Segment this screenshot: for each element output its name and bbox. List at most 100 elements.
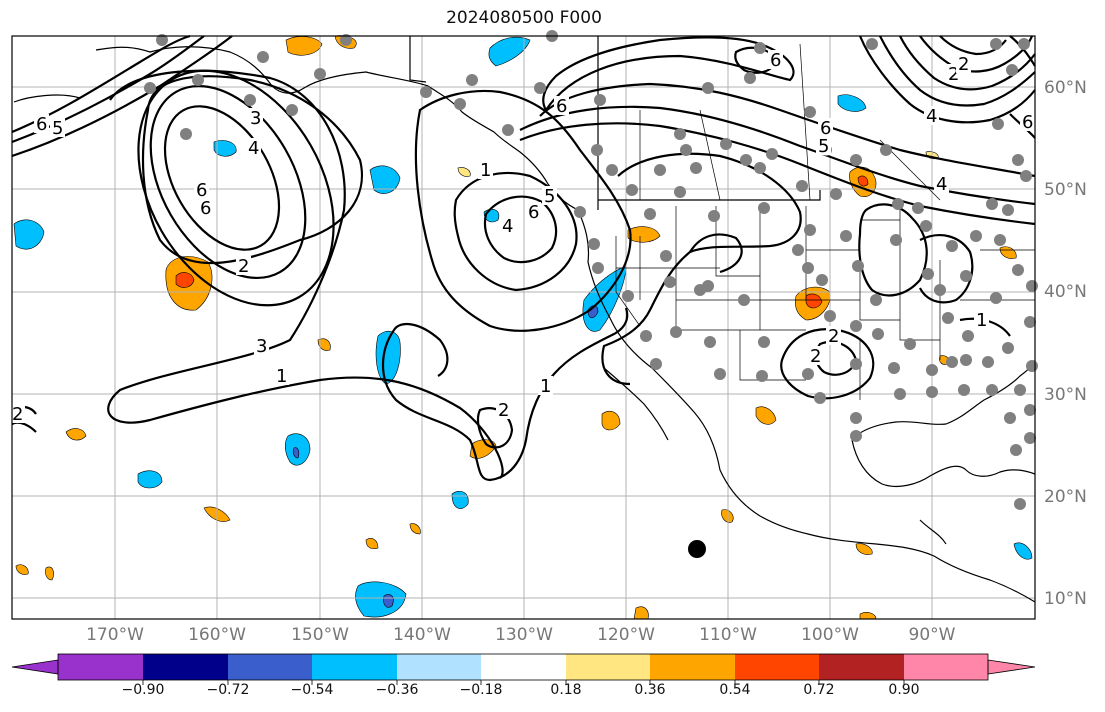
contour-label: 2 [238,256,249,277]
contour-label: 2 [12,404,23,425]
contour-label: 6 [36,114,47,135]
colorbar-segment [481,654,566,680]
contour-label: 2 [810,346,821,367]
contour-label: 1 [976,310,987,331]
contour-label-bg [34,114,49,133]
orange-blob [409,523,421,535]
colorbar-segment [58,654,143,680]
colorbar-segment [566,654,650,680]
contour-label-bg [924,106,939,125]
contour-label-bg [826,326,841,345]
lon-label: 160°W [188,625,246,645]
orange-blob [285,36,323,56]
contour-label-bg [808,346,823,365]
colorbar-tick-label: −0.54 [290,682,334,698]
orange-blob [627,226,661,243]
orange-blob [855,543,873,555]
contour-label-bg [248,108,263,127]
colorbar-segment [397,654,481,680]
lat-label: 50°N [1044,180,1087,200]
contour-label: 4 [502,216,513,237]
darkblue-spot [383,594,394,608]
orange-blob [755,406,777,425]
contour-label: 4 [248,138,259,159]
blue-blob [488,36,531,67]
lon-label: 110°W [699,625,757,645]
colorbar-tick-label: −0.72 [206,682,250,698]
colorbar-segment [143,654,228,680]
contour-label: 3 [256,336,267,357]
map-title: 2024080500 F000 [446,8,602,28]
colorbar-segment [904,654,988,680]
contour-label-bg [818,118,833,137]
orange-blob [15,564,29,575]
contour-label-bg [538,376,553,395]
blue-blob [137,470,163,489]
colorbar-min-arrow [11,659,59,675]
orange-blob [65,428,87,441]
contour-label-bg [274,366,289,385]
contour-label: 1 [276,366,287,387]
contour-label-bg [934,174,949,193]
orange-blob [45,566,54,581]
red-blob [857,175,869,187]
red-blob [805,293,823,309]
colorbar-tick-label: −0.90 [121,682,165,698]
contour-label: 3 [250,108,261,129]
contour-label: 2 [498,400,509,421]
colorbar-segment [735,654,819,680]
lat-label: 40°N [1044,282,1087,302]
lat-label: 10°N [1044,589,1087,609]
contour-label: 1 [540,376,551,397]
contour-label-bg [768,50,783,69]
colorbar-segment [650,654,735,680]
contour-label-bg [50,118,65,137]
map-border [11,35,1036,620]
lon-label: 150°W [291,625,349,645]
blue-blob [13,219,45,250]
colorbar-tick-label: −0.36 [375,682,419,698]
contour-label-bg [194,180,209,199]
lon-label: 170°W [86,625,144,645]
blue-blob [355,581,407,618]
contour-label-bg [236,256,251,275]
contours [11,34,1036,482]
contour-label-bg [542,186,557,205]
blue-blob [1013,542,1033,560]
colorbar-tick-label: 0.18 [550,682,582,698]
contour-label: 5 [818,136,829,157]
colorbar-tick-label: −0.18 [459,682,503,698]
contour-label-bg [478,160,493,179]
blue-blob [837,94,867,112]
orange-blob [469,439,497,459]
contour-label: 5 [544,186,555,207]
yellow-blob [457,167,471,177]
contour-label: 2 [828,326,839,347]
colorbar-tick-label: 0.90 [888,682,920,698]
contour-label-bg [496,400,511,419]
red-blob [175,272,195,288]
lon-label: 120°W [597,625,655,645]
contour-label-bg [500,216,515,235]
contour-label-bg [526,202,541,221]
contour-label-bg [1020,112,1035,131]
colorbar-max-arrow [987,659,1036,675]
colorbar-segment [819,654,904,680]
contour-label-bg [956,54,971,73]
lon-label: 130°W [495,625,553,645]
lat-label: 60°N [1044,78,1087,98]
orange-blob [317,338,331,351]
contour-label-bg [198,198,213,217]
contour-label: 2 [958,54,969,75]
colorbar-tick-label: 0.36 [634,682,666,698]
colorbar [11,653,1036,685]
contour-label: 1 [480,160,491,181]
contour-label: 6 [528,202,539,223]
contour-label: 6 [556,96,567,117]
state-borders [615,43,1035,400]
blue-blob [369,165,401,194]
contour-label-bg [816,136,831,155]
contour-label: 6 [1022,112,1033,133]
orange-blob [365,538,379,550]
